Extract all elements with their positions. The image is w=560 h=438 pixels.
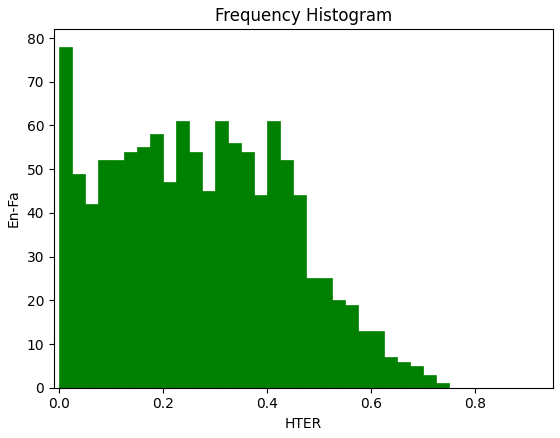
Title: Frequency Histogram: Frequency Histogram [215,7,392,25]
Bar [319,279,332,388]
Bar [111,160,124,388]
Bar [345,305,358,388]
Bar [332,300,345,388]
X-axis label: HTER: HTER [285,417,322,431]
Bar [358,331,371,388]
Bar [150,134,163,388]
Bar [202,191,215,388]
Bar [59,47,72,388]
Bar [215,121,228,388]
Bar [293,195,306,388]
Bar [306,279,319,388]
Bar [423,374,436,388]
Bar [241,152,254,388]
Bar [137,147,150,388]
Bar [176,121,189,388]
Bar [163,182,176,388]
Bar [410,366,423,388]
Bar [280,160,293,388]
Bar [384,357,397,388]
Bar [267,121,280,388]
Bar [397,361,410,388]
Bar [254,195,267,388]
Bar [189,152,202,388]
Bar [371,331,384,388]
Bar [436,383,449,388]
Bar [85,204,98,388]
Bar [72,173,85,388]
Bar [98,160,111,388]
Bar [124,152,137,388]
Y-axis label: En-Fa: En-Fa [7,190,21,227]
Bar [228,143,241,388]
